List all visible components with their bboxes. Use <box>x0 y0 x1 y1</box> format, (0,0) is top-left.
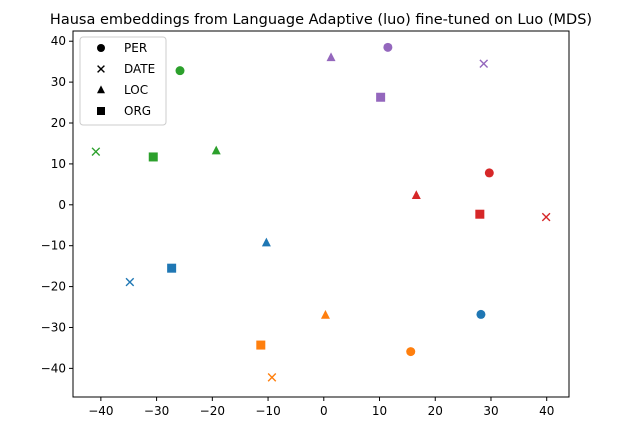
date-point <box>267 373 277 382</box>
legend-org-marker <box>97 107 105 115</box>
org-point <box>256 340 266 350</box>
y-tick-label: 40 <box>51 34 66 48</box>
x-tick-label: 40 <box>539 404 554 418</box>
legend-label-org: ORG <box>124 104 151 118</box>
x-tick-label: −40 <box>88 404 113 418</box>
loc-point <box>261 237 271 247</box>
x-tick-label: −30 <box>144 404 169 418</box>
x-tick-label: −10 <box>255 404 280 418</box>
chart-title: Hausa embeddings from Language Adaptive … <box>50 12 592 28</box>
loc-point <box>326 52 336 62</box>
date-point <box>479 59 489 69</box>
y-tick-label: −10 <box>41 239 66 253</box>
legend-label-loc: LOC <box>124 83 148 97</box>
x-tick-label: 10 <box>372 404 387 418</box>
per-point <box>484 168 494 178</box>
per-point <box>476 309 486 319</box>
per-point <box>383 42 393 52</box>
loc-point <box>211 145 221 155</box>
legend-date-marker <box>97 65 105 73</box>
date-point <box>541 212 551 222</box>
x-tick-label: 0 <box>320 404 328 418</box>
x-tick-label: 20 <box>428 404 443 418</box>
y-tick-label: 10 <box>51 157 66 171</box>
legend-per-marker <box>97 44 105 52</box>
org-point <box>148 152 158 162</box>
y-tick-label: −40 <box>41 361 66 375</box>
org-point <box>475 209 485 219</box>
y-tick-label: 30 <box>51 75 66 89</box>
date-point <box>125 277 135 287</box>
y-tick-label: 0 <box>58 198 66 212</box>
legend-loc-marker <box>97 85 105 94</box>
legend-box <box>79 36 167 126</box>
date-point <box>91 147 101 156</box>
loc-point <box>411 190 421 199</box>
org-point <box>167 263 177 273</box>
loc-point <box>320 310 330 319</box>
per-point <box>406 347 416 357</box>
x-tick-label: 30 <box>483 404 498 418</box>
x-tick-label: −20 <box>200 404 225 418</box>
y-tick-label: −20 <box>41 280 66 294</box>
y-tick-label: −30 <box>41 320 66 334</box>
legend-label-per: PER <box>124 41 147 55</box>
legend-label-date: DATE <box>124 62 155 76</box>
per-point <box>175 66 185 76</box>
org-point <box>376 92 386 102</box>
y-tick-label: 20 <box>51 116 66 130</box>
